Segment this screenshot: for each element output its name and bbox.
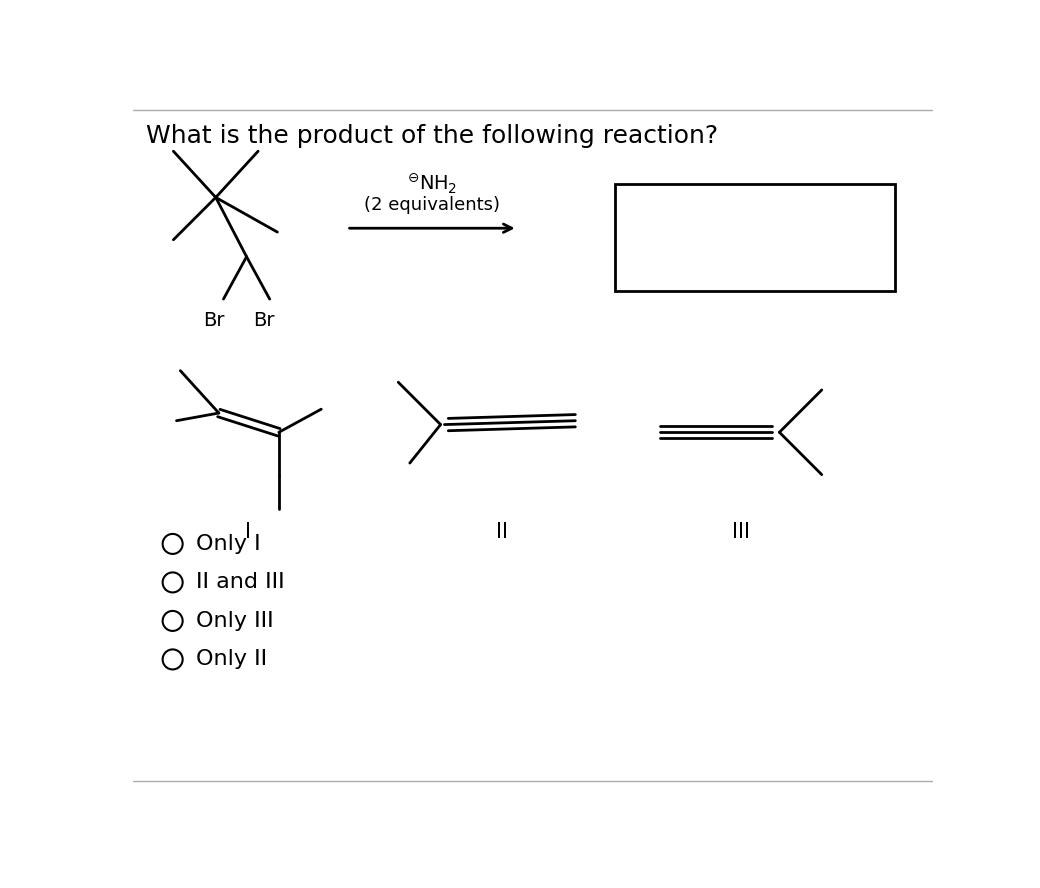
Text: Only II: Only II <box>196 649 267 670</box>
Text: What is the product of the following reaction?: What is the product of the following rea… <box>147 123 719 147</box>
Text: Only I: Only I <box>196 534 260 554</box>
Text: Br: Br <box>253 311 275 329</box>
Text: (2 equivalents): (2 equivalents) <box>364 196 500 214</box>
Text: II and III: II and III <box>196 573 284 592</box>
Text: Br: Br <box>204 311 225 329</box>
Circle shape <box>162 573 183 592</box>
Circle shape <box>162 534 183 554</box>
Text: $^{\ominus}$NH$_2$: $^{\ominus}$NH$_2$ <box>407 171 458 196</box>
Text: II: II <box>496 522 509 543</box>
Circle shape <box>162 611 183 631</box>
Circle shape <box>162 649 183 670</box>
Bar <box>616 184 894 291</box>
Text: I: I <box>245 522 251 543</box>
Text: Only III: Only III <box>196 611 274 630</box>
Text: III: III <box>732 522 750 543</box>
